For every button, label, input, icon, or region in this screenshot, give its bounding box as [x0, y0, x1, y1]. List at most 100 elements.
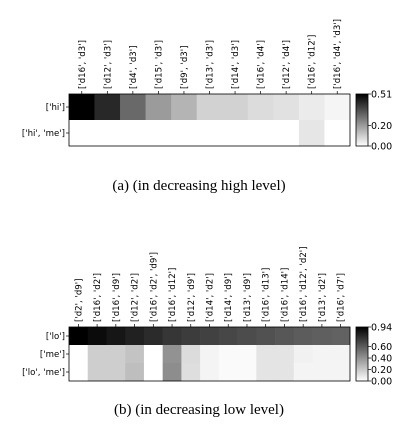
x-tick-label: ['d16', 'd4'] — [257, 40, 267, 89]
x-tick-label: ['d14', 'd2'] — [206, 273, 216, 322]
heatmap-cell — [69, 120, 95, 147]
heatmap-cell — [324, 94, 351, 121]
heatmap-cell — [196, 120, 223, 147]
heatmap-cell — [218, 345, 238, 364]
x-tick-label: ['d9', 'd3'] — [180, 46, 190, 89]
heatmap-cell — [237, 363, 257, 382]
heatmap-cell — [181, 327, 201, 346]
heatmap-cell — [143, 363, 163, 382]
colorbar-tick-label: 0.51 — [371, 90, 392, 101]
heatmap-cell — [106, 363, 126, 382]
heatmap-cell — [256, 345, 276, 364]
colorbar-tick-label: 0.00 — [371, 377, 392, 388]
heatmap-cell — [94, 120, 121, 147]
heatmap-cell — [293, 363, 313, 382]
x-tick-label: ['d13', 'd2'] — [318, 273, 328, 322]
heatmap-panel-a: ['d16', 'd3'] ['d12', 'd3'] ['d4', 'd3'] ['… — [22, 19, 392, 153]
heatmap-cell — [181, 345, 201, 364]
colorbar-tick-label: 0.94 — [371, 323, 392, 334]
x-tick-label: ['d16', 'd12'] — [168, 268, 178, 322]
x-tick-label: ['d16', 'd4', 'd3'] — [333, 19, 343, 89]
heatmap-cell — [331, 363, 351, 382]
x-tick-label: ['d16', 'd12'] — [308, 35, 318, 89]
x-tick-label: ['d16', 'd2'] — [93, 273, 103, 322]
heatmap-cell — [87, 327, 107, 346]
heatmap-cell — [171, 94, 198, 121]
colorbar-tick-label: 0.00 — [371, 142, 392, 153]
heatmap-cell — [247, 120, 274, 147]
heatmap-cell — [237, 327, 257, 346]
x-tick-label: ['d15', 'd3'] — [154, 40, 164, 89]
colorbar-tick-label: 0.60 — [371, 342, 392, 353]
colorbar — [355, 326, 369, 382]
heatmap-cell — [331, 345, 351, 364]
heatmap-cell — [200, 345, 220, 364]
heatmap-cell — [273, 94, 300, 121]
heatmap-cell — [87, 363, 107, 382]
x-tick-label: ['d12', 'd9'] — [187, 273, 197, 322]
heatmap-cell — [298, 94, 325, 121]
heatmap-panel-b: ['d2', 'd9'] ['d16', 'd2'] ['d16', 'd9'] ['… — [22, 246, 392, 387]
heatmap-cell — [293, 327, 313, 346]
heatmap-cell — [162, 345, 182, 364]
x-tick-label: ['d16', 'd7'] — [337, 273, 347, 322]
heatmap-cell — [145, 94, 172, 121]
heatmap-cell — [247, 94, 274, 121]
heatmap-cell — [87, 345, 107, 364]
x-tick-label: ['d12', 'd3'] — [103, 40, 113, 89]
heatmap-cell — [106, 345, 126, 364]
heatmap-cell — [200, 327, 220, 346]
heatmap-cell — [331, 327, 351, 346]
caption-b: (b) (in decreasing low level) — [114, 402, 284, 418]
heatmap-cell — [222, 94, 249, 121]
heatmap-cell — [312, 327, 332, 346]
heatmap-cell — [171, 120, 198, 147]
heatmap-cell — [196, 94, 223, 121]
heatmap-cell — [125, 327, 145, 346]
heatmap-cell — [200, 363, 220, 382]
heatmap-cell — [298, 120, 325, 147]
colorbar-tick-label: 0.20 — [371, 365, 392, 376]
x-tick-label: ['d16', 'd2', 'd9'] — [149, 252, 159, 322]
heatmap-cell — [222, 120, 249, 147]
x-tick-label: ['d13', 'd9'] — [243, 273, 253, 322]
heatmap-cell — [293, 345, 313, 364]
x-tick-label: ['d12', 'd2'] — [131, 273, 141, 322]
heatmap-cell — [275, 363, 295, 382]
heatmap-cell — [256, 327, 276, 346]
heatmap-cell — [143, 345, 163, 364]
heatmap-cell — [162, 363, 182, 382]
heatmap-cell — [94, 94, 121, 121]
heatmap-cell — [275, 345, 295, 364]
y-tick-label: ['me'] — [40, 350, 65, 360]
heatmap-cell — [162, 327, 182, 346]
x-tick-label: ['d2', 'd9'] — [74, 279, 84, 322]
x-tick-label: ['d14', 'd9'] — [224, 273, 234, 322]
heatmap-cell — [69, 363, 89, 382]
heatmap-cell — [218, 327, 238, 346]
heatmap-cell — [312, 363, 332, 382]
heatmap-cell — [275, 327, 295, 346]
x-tick-label: ['d13', 'd3'] — [206, 40, 216, 89]
heatmap-cell — [324, 120, 351, 147]
x-tick-label: ['d16', 'd9'] — [112, 273, 122, 322]
heatmap-cell — [69, 345, 89, 364]
heatmap-cell — [69, 94, 95, 121]
heatmap-cell — [120, 120, 146, 147]
heatmap-cell — [143, 327, 163, 346]
heatmap-cell — [69, 327, 89, 346]
x-tick-label: ['d12', 'd4'] — [282, 40, 292, 89]
y-tick-label: ['lo', 'me'] — [22, 368, 65, 378]
x-tick-label: ['d16', 'd13'] — [262, 268, 272, 322]
colorbar-tick-label: 0.40 — [371, 354, 392, 365]
y-tick-label: ['hi'] — [46, 103, 65, 113]
caption-a: (a) (in decreasing high level) — [112, 178, 285, 194]
heatmap-cell — [125, 363, 145, 382]
heatmap-cell — [312, 345, 332, 364]
heatmap-cell — [273, 120, 300, 147]
heatmap-cell — [106, 327, 126, 346]
heatmap-cell — [237, 345, 257, 364]
y-tick-label: ['lo'] — [46, 332, 65, 342]
x-tick-label: ['d16', 'd12', 'd2'] — [299, 246, 309, 322]
